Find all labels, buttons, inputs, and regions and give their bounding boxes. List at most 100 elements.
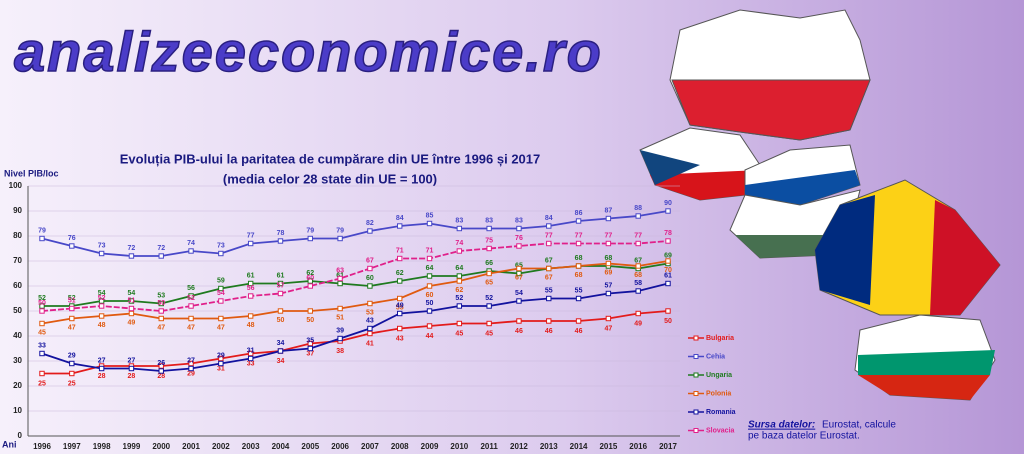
value-label: 39	[336, 327, 344, 334]
point-marker	[575, 240, 582, 247]
value-label: 83	[515, 217, 523, 224]
value-label: 60	[426, 292, 434, 299]
value-label: 33	[38, 342, 46, 349]
legend-label: Cehia	[706, 353, 725, 360]
value-label: 63	[336, 267, 344, 274]
point-marker	[635, 213, 641, 219]
y-tick-label: 50	[13, 306, 22, 315]
point-marker	[69, 243, 75, 249]
value-label: 50	[306, 317, 314, 324]
value-label: 66	[485, 260, 493, 267]
value-label: 67	[545, 274, 553, 281]
value-label: 43	[396, 335, 404, 342]
legend-marker	[693, 335, 699, 341]
value-label: 73	[217, 242, 225, 249]
point-marker	[158, 308, 164, 314]
point-marker	[486, 225, 492, 232]
series-line	[41, 260, 669, 325]
value-label: 29	[187, 370, 195, 377]
x-tick-label: 2005	[301, 442, 319, 451]
x-tick-label: 2009	[421, 442, 439, 451]
value-label: 37	[306, 350, 314, 357]
source-label: Sursa datelor:	[748, 420, 815, 431]
y-tick-label: 70	[13, 256, 22, 265]
value-label: 48	[98, 322, 106, 329]
point-marker	[98, 303, 105, 309]
point-marker	[337, 305, 343, 312]
value-label: 62	[396, 270, 404, 277]
point-marker	[426, 283, 433, 289]
value-label: 31	[247, 347, 255, 354]
point-marker	[128, 305, 135, 312]
x-tick-label: 2012	[510, 442, 528, 451]
point-marker	[218, 298, 224, 304]
x-tick-label: 2008	[391, 442, 409, 451]
value-label: 60	[366, 275, 374, 282]
point-marker	[635, 288, 641, 294]
value-label: 46	[575, 328, 583, 335]
value-label: 29	[217, 352, 225, 359]
point-marker	[516, 225, 522, 232]
value-label: 84	[396, 215, 404, 222]
point-marker	[307, 308, 313, 314]
value-label: 69	[664, 252, 672, 259]
point-marker	[456, 303, 463, 309]
value-label: 78	[277, 230, 285, 237]
value-label: 59	[217, 277, 225, 284]
legend-marker	[693, 372, 699, 378]
point-marker	[247, 313, 254, 319]
point-marker	[665, 280, 671, 287]
value-label: 27	[98, 357, 106, 364]
value-label: 52	[187, 295, 195, 302]
point-marker	[367, 300, 373, 307]
y-axis-label: Nivel PIB/loc	[4, 168, 59, 178]
series-line	[41, 210, 669, 257]
value-label: 75	[485, 237, 493, 244]
point-marker	[516, 243, 522, 249]
point-marker	[635, 263, 641, 269]
point-marker	[605, 290, 612, 297]
point-marker	[605, 215, 612, 222]
value-label: 61	[277, 272, 285, 279]
value-label: 55	[396, 304, 404, 311]
value-label: 50	[277, 317, 285, 324]
point-marker	[546, 223, 552, 229]
point-marker	[188, 303, 194, 309]
point-marker	[397, 325, 403, 332]
value-label: 45	[455, 330, 463, 337]
value-label: 25	[38, 380, 46, 387]
point-marker	[575, 295, 582, 302]
point-marker	[337, 275, 343, 282]
value-label: 26	[157, 360, 165, 367]
value-label: 62	[455, 287, 463, 294]
point-marker	[218, 285, 224, 292]
point-marker	[665, 238, 671, 244]
value-label: 34	[277, 358, 285, 365]
x-tick-label: 2016	[629, 442, 647, 451]
value-label: 25	[68, 380, 76, 387]
point-marker	[546, 318, 552, 324]
point-marker	[98, 298, 105, 304]
value-label: 52	[455, 295, 463, 302]
value-label: 83	[485, 217, 493, 224]
value-label: 62	[306, 270, 314, 277]
y-tick-label: 30	[13, 356, 22, 365]
value-label: 84	[545, 215, 553, 222]
point-marker	[218, 250, 224, 257]
value-label: 56	[247, 285, 255, 292]
source-text: Eurostat, calcule	[822, 420, 896, 431]
point-marker	[158, 315, 164, 322]
legend-marker	[693, 428, 699, 433]
point-marker	[277, 290, 284, 297]
point-marker	[337, 280, 343, 287]
value-label: 54	[128, 290, 136, 297]
point-marker	[546, 240, 552, 247]
x-axis-label: Ani	[2, 439, 17, 449]
point-marker	[39, 235, 45, 242]
point-marker	[426, 220, 433, 227]
x-tick-label: 2001	[182, 442, 200, 451]
value-label: 79	[38, 227, 46, 234]
decorative-maps	[639, 9, 1001, 401]
point-marker	[307, 235, 313, 242]
point-marker	[188, 293, 194, 299]
